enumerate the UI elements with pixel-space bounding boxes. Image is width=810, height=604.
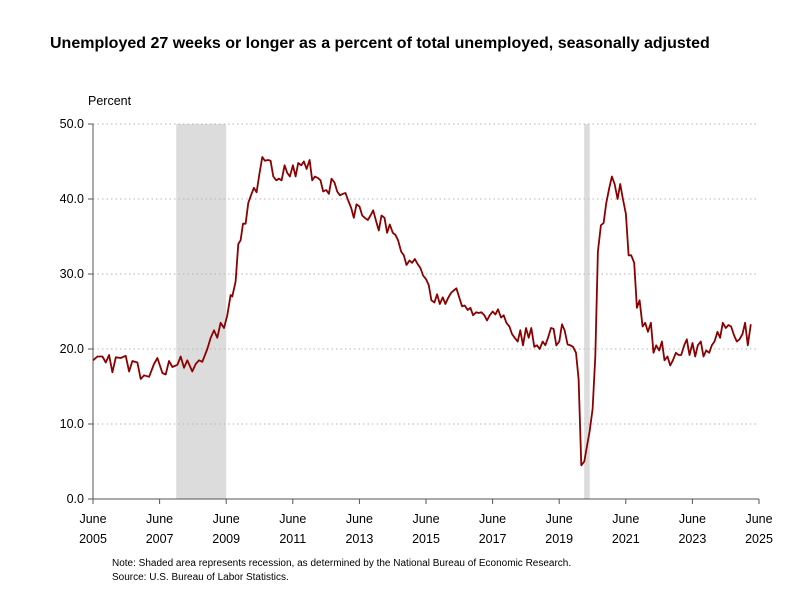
axes — [88, 123, 760, 504]
x-tick-labels: June 2005 June 2007 June 2009 June 2011 June 2013… — [79, 512, 773, 546]
x-tick-month-2025: June — [745, 512, 772, 526]
chart-title: Unemployed 27 weeks or longer as a perce… — [50, 35, 710, 52]
x-tick-year-2011: 2011 — [279, 532, 306, 546]
x-tick-year-2007: 2007 — [146, 532, 174, 546]
x-tick-year-2015: 2015 — [412, 532, 440, 546]
x-tick-month-2021: June — [612, 512, 639, 526]
series — [92, 156, 752, 467]
x-tick-year-2005: 2005 — [79, 532, 107, 546]
y-tick-label-30.0: 30.0 — [60, 267, 84, 281]
x-tick-month-2019: June — [546, 512, 573, 526]
x-tick-month-2023: June — [679, 512, 706, 526]
y-tick-label-50.0: 50.0 — [60, 117, 84, 131]
y-tick-labels: 0.0 10.0 20.0 30.0 40.0 50.0 — [60, 117, 84, 506]
x-tick-year-2017: 2017 — [479, 532, 507, 546]
recession-band-1 — [176, 124, 227, 499]
gridlines — [93, 123, 759, 425]
note-recession: Note: Shaded area represents recession, … — [112, 558, 572, 569]
x-tick-year-2023: 2023 — [678, 532, 706, 546]
series-line-1 — [92, 156, 752, 467]
y-tick-label-40.0: 40.0 — [60, 192, 84, 206]
y-tick-label-10.0: 10.0 — [60, 417, 84, 431]
x-tick-month-2005: June — [79, 512, 106, 526]
y-tick-label-20.0: 20.0 — [60, 342, 84, 356]
y-axis-unit-label: Percent — [88, 94, 132, 108]
x-tick-month-2015: June — [412, 512, 439, 526]
recession-shading — [176, 124, 590, 499]
x-tick-year-2025: 2025 — [745, 532, 773, 546]
x-tick-month-2011: June — [279, 512, 306, 526]
x-tick-year-2019: 2019 — [545, 532, 573, 546]
chart-notes: Note: Shaded area represents recession, … — [112, 557, 571, 585]
x-tick-month-2007: June — [146, 512, 173, 526]
x-tick-month-2017: June — [479, 512, 506, 526]
y-tick-label-0.0: 0.0 — [67, 492, 84, 506]
x-tick-year-2021: 2021 — [612, 532, 640, 546]
note-source: Source: U.S. Bureau of Labor Statistics. — [112, 572, 289, 583]
x-tick-year-2009: 2009 — [212, 532, 240, 546]
x-tick-year-2013: 2013 — [345, 532, 373, 546]
recession-band-2 — [584, 124, 590, 499]
x-tick-month-2009: June — [213, 512, 240, 526]
x-tick-month-2013: June — [346, 512, 373, 526]
